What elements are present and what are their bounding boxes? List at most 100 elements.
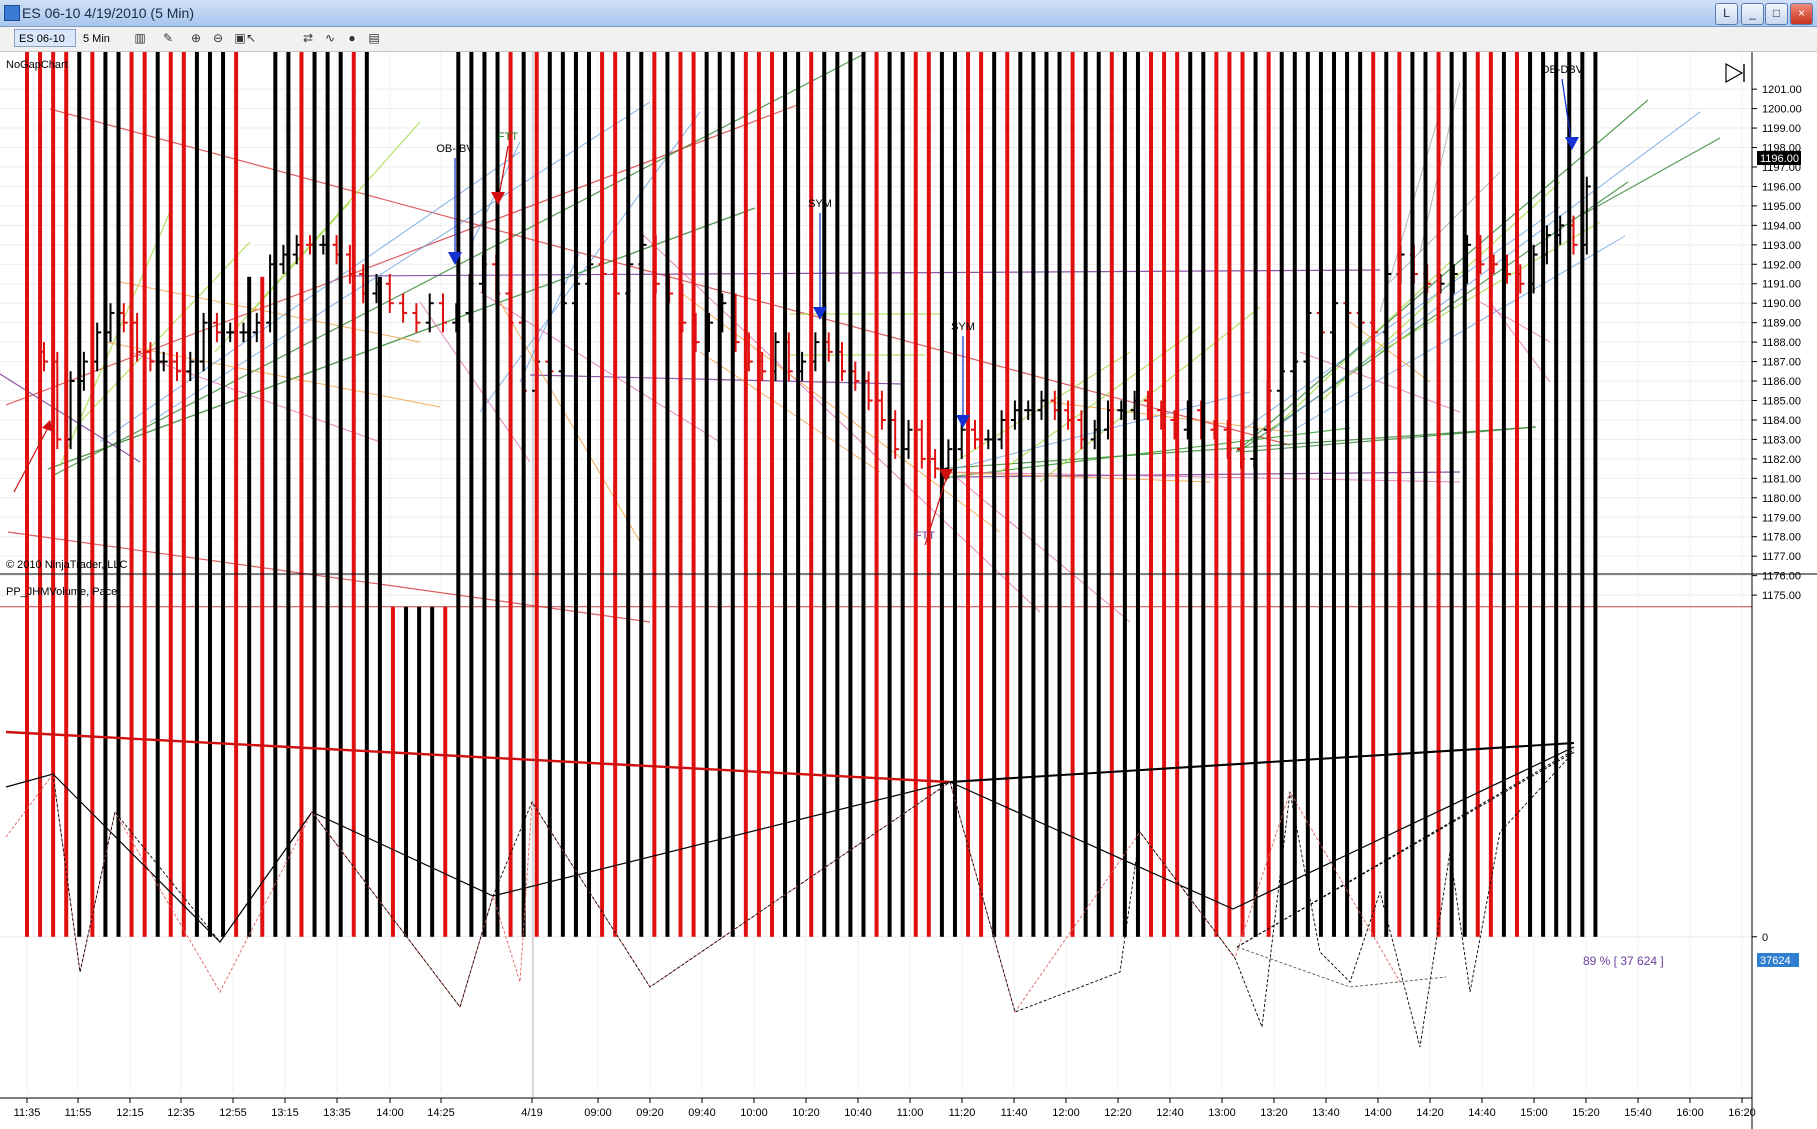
price-bar (997, 410, 1006, 450)
volume-bar (678, 52, 683, 937)
annotation-arrow (924, 478, 947, 546)
volume-bar (194, 52, 199, 937)
volume-trend-line (5, 730, 951, 784)
volume-bar (1488, 52, 1493, 937)
price-tick-label: 1186.00 (1762, 376, 1801, 388)
volume-bar (1384, 52, 1389, 937)
strategies-icon[interactable]: ⇄ (302, 31, 314, 45)
price-bar (173, 351, 181, 382)
time-tick-label: 16:20 (1728, 1107, 1756, 1119)
last-volume-marker: 37624 (1757, 953, 1799, 967)
time-tick-label: 12:40 (1156, 1107, 1184, 1119)
volume-bar (1528, 52, 1533, 937)
time-tick-label: 10:40 (844, 1107, 872, 1119)
chart-area[interactable]: 1201.001200.001199.001198.001197.001196.… (0, 52, 1817, 1129)
trendline (1299, 351, 1461, 413)
bar-type-icon[interactable]: ▥ (134, 31, 146, 45)
volume-bar (325, 52, 330, 937)
time-tick-label: 09:20 (636, 1107, 664, 1119)
volume-bar (1423, 52, 1428, 937)
price-bar (877, 390, 886, 430)
volume-bar (809, 52, 814, 937)
properties-icon[interactable]: ▣ (234, 31, 246, 45)
price-bar (186, 351, 195, 382)
volume-trend-line (52, 751, 1575, 1048)
data-box-icon[interactable]: ● (348, 31, 356, 45)
maximize-button[interactable]: □ (1765, 3, 1788, 25)
price-bar (226, 322, 235, 343)
time-tick-label: 12:00 (1052, 1107, 1080, 1119)
time-axis: 11:35 11:55 12:15 12:35 12:55 13:15 13:35 14:00… (0, 1097, 1756, 1119)
volume-bar (861, 52, 866, 937)
volume-bar (1514, 52, 1519, 937)
volume-bar (1266, 52, 1271, 937)
price-tick-label: 1188.00 (1762, 337, 1801, 349)
trendline (104, 341, 441, 408)
volume-bar (260, 276, 265, 937)
close-button[interactable]: × (1790, 3, 1813, 25)
trendline (1269, 111, 1701, 433)
time-tick-label: 15:40 (1624, 1107, 1652, 1119)
volume-bar (1175, 52, 1180, 937)
volume-bar (730, 52, 735, 937)
volume-bar (142, 52, 147, 937)
price-tick-label: 1187.00 (1762, 357, 1801, 369)
volume-bar (390, 606, 395, 937)
price-tick-label: 1177.00 (1762, 551, 1801, 563)
volume-bar (587, 52, 592, 937)
interval-select[interactable]: 5 Min (83, 33, 110, 45)
volume-bar (743, 52, 748, 937)
time-tick-label: 11:40 (1001, 1107, 1028, 1119)
volume-bar (1318, 52, 1323, 937)
price-bar (425, 293, 434, 333)
price-bar (957, 419, 966, 459)
time-tick-label: 09:00 (584, 1107, 612, 1119)
trendline (1489, 301, 1551, 383)
time-tick-label: 14:00 (1364, 1107, 1392, 1119)
pointer-icon[interactable]: ↖ (245, 31, 257, 45)
volume-bar (417, 606, 422, 937)
zoom-out-icon[interactable]: ⊖ (212, 31, 224, 45)
play-toggle-icon[interactable] (1725, 62, 1745, 84)
volume-bar (1292, 52, 1297, 937)
time-tick-label: 13:15 (271, 1107, 299, 1119)
volume-bar (1122, 52, 1127, 937)
annotation-arrowhead (813, 307, 827, 320)
price-bar (133, 312, 142, 362)
volume-bar (377, 276, 382, 937)
volume-bar (756, 52, 761, 937)
trendline (1049, 401, 1291, 433)
chart-trader-icon[interactable]: ▤ (368, 31, 380, 45)
link-button[interactable]: L (1715, 3, 1738, 25)
volume-bar (1567, 52, 1572, 937)
annotation-arrowhead (956, 415, 970, 428)
volume-bar (1214, 52, 1219, 937)
indicators-icon[interactable]: ∿ (324, 31, 336, 45)
volume-bar (613, 52, 618, 937)
zoom-in-icon[interactable]: ⊕ (190, 31, 202, 45)
volume-bar (1240, 52, 1245, 937)
volume-bar (430, 606, 435, 937)
price-tick-label: 1179.00 (1762, 512, 1801, 524)
price-tick-label: 1196.00 (1762, 181, 1801, 193)
volume-bar (1475, 52, 1480, 937)
app-icon (4, 5, 20, 21)
price-bar (412, 303, 421, 333)
volume-bar (1070, 52, 1075, 937)
time-tick-label: 14:20 (1416, 1107, 1444, 1119)
time-tick-label: 09:40 (688, 1107, 716, 1119)
volume-bar (639, 52, 644, 937)
volume-bar (90, 52, 95, 937)
volume-bar (1005, 52, 1010, 937)
volume-bar (600, 52, 605, 937)
price-bar (917, 419, 926, 469)
pace-readout: 89 % [ 37 624 ] (1583, 954, 1664, 968)
minimize-button[interactable]: _ (1741, 3, 1764, 25)
volume-bar (404, 606, 409, 937)
trendline (1379, 111, 1441, 313)
volume-bar (1135, 52, 1140, 937)
instrument-select[interactable]: ES 06-10 (14, 29, 76, 47)
time-tick-label: 14:25 (427, 1107, 455, 1119)
drawing-tool-icon[interactable]: ✎ (162, 31, 174, 45)
time-tick-label: 13:20 (1260, 1107, 1288, 1119)
